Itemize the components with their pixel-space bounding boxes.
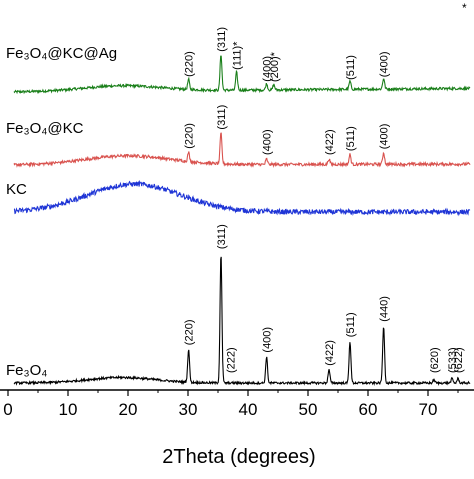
x-ticks: 0 10 20 30 40 50 60 70 — [3, 390, 459, 419]
x-axis: 0 10 20 30 40 50 60 70 2Theta (degrees) — [0, 389, 474, 468]
x-tick-label: 60 — [359, 400, 378, 419]
x-tick-label: 20 — [119, 400, 138, 419]
peak-label: (622) — [453, 347, 465, 373]
x-tick-label: 10 — [59, 400, 78, 419]
traces-layer — [13, 55, 471, 387]
x-tick-label: 0 — [3, 400, 12, 419]
peak-label: (311) — [216, 224, 228, 249]
x-tick-label: 30 — [179, 400, 198, 419]
x-tick-label: 40 — [239, 400, 258, 419]
peak-label: (511) — [345, 55, 357, 80]
series-label-1: Fe₃O₄@KC — [6, 120, 84, 137]
peak-label: (511) — [345, 126, 357, 151]
series-label-2: KC — [6, 181, 27, 198]
series-trace-1 — [13, 132, 471, 168]
x-tick-label: 50 — [299, 400, 318, 419]
peak-label: (200)* — [269, 51, 281, 82]
peak-label: (400) — [262, 129, 274, 155]
series-label-3: Fe₃O₄ — [6, 362, 47, 379]
series-trace-3 — [13, 256, 471, 387]
peak-label: (220) — [184, 320, 196, 346]
series-label-0: Fe₃O₄@KC@Ag — [6, 45, 117, 62]
peak-label: (422) — [324, 340, 336, 366]
peak-label: (111)* — [232, 41, 244, 70]
x-tick-label: 70 — [419, 400, 438, 419]
peak-label: (400) — [379, 124, 391, 150]
series-trace-0 — [13, 55, 471, 95]
peak-label: (220) — [184, 51, 196, 77]
peak-label: (422) — [324, 129, 336, 155]
peak-label: (222) — [226, 347, 238, 373]
peak-label: (400) — [379, 52, 391, 78]
series-trace-2 — [13, 179, 471, 217]
peak-label: (400) — [262, 327, 274, 353]
peak-label: (220) — [184, 123, 196, 149]
peak-label: (440) — [379, 296, 391, 322]
peak-label: (400) — [262, 56, 274, 82]
peak-label: (311) — [216, 105, 228, 130]
x-axis-title: 2Theta (degrees) — [162, 446, 315, 468]
peak-label: (620) — [429, 347, 441, 373]
peak-label: (511) — [345, 312, 357, 337]
corner-asterisk: * — [462, 1, 467, 15]
peak-label: (311) — [216, 27, 228, 52]
peak-label: (533) — [447, 347, 459, 373]
peak-labels-layer: (220)(311)(111)* (400)(200)* (511) (400)(22… — [184, 27, 465, 373]
series-labels-layer: Fe₃O₄@KC@Ag Fe₃O₄@KC KC Fe₃O₄ — [6, 45, 117, 379]
